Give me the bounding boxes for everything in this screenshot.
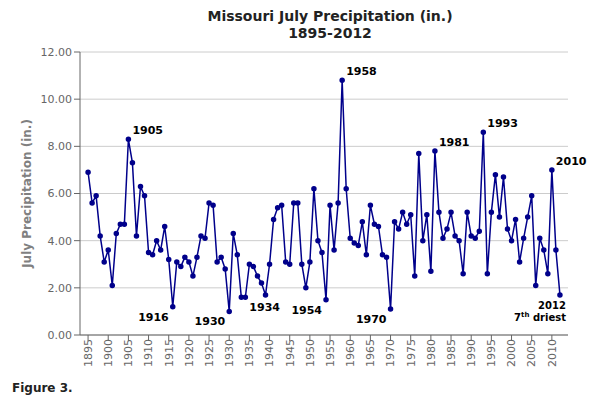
svg-text:10.00: 10.00 <box>41 93 73 106</box>
svg-text:1895: 1895 <box>82 339 95 367</box>
svg-text:0.00: 0.00 <box>48 329 73 342</box>
svg-text:1995: 1995 <box>485 339 498 367</box>
svg-text:1954: 1954 <box>291 304 322 317</box>
svg-text:4.00: 4.00 <box>48 235 73 248</box>
svg-text:1915: 1915 <box>163 339 176 367</box>
html-text:Missouri July Precipitation (i: Missouri July Precipitation (in.) <box>207 8 453 24</box>
svg-text:8.00: 8.00 <box>48 140 73 153</box>
html-text:Figure 3.: Figure 3. <box>12 381 73 395</box>
svg-text:12.00: 12.00 <box>41 46 73 59</box>
svg-text:1935: 1935 <box>243 339 256 367</box>
svg-text:1950: 1950 <box>304 339 317 367</box>
svg-text:1970: 1970 <box>356 313 387 326</box>
svg-text:2010: 2010 <box>556 155 587 168</box>
html-text:1895-2012: 1895-2012 <box>288 25 372 41</box>
svg-text:1993: 1993 <box>487 117 518 130</box>
svg-text:1925: 1925 <box>203 339 216 367</box>
svg-text:1945: 1945 <box>284 339 297 367</box>
svg-text:1955: 1955 <box>324 339 337 367</box>
svg-text:1990: 1990 <box>465 339 478 367</box>
svg-text:1934: 1934 <box>249 301 280 314</box>
svg-text:2000: 2000 <box>505 339 518 367</box>
svg-text:2010: 2010 <box>546 339 559 367</box>
svg-text:1965: 1965 <box>364 339 377 367</box>
svg-text:1905: 1905 <box>132 124 163 137</box>
svg-text:1980: 1980 <box>425 339 438 367</box>
svg-text:1981: 1981 <box>439 136 470 149</box>
svg-text:1916: 1916 <box>138 311 169 324</box>
svg-text:2005: 2005 <box>526 339 539 367</box>
svg-text:6.00: 6.00 <box>48 187 73 200</box>
svg-text:1985: 1985 <box>445 339 458 367</box>
svg-text:July Precipitation (in.): July Precipitation (in.) <box>20 119 34 269</box>
svg-text:1975: 1975 <box>405 339 418 367</box>
svg-text:2012: 2012 <box>538 300 566 311</box>
svg-text:1900: 1900 <box>102 339 115 367</box>
svg-text:7th driest: 7th driest <box>514 311 566 323</box>
svg-text:1930: 1930 <box>195 315 226 328</box>
svg-text:1930: 1930 <box>223 339 236 367</box>
svg-text:1970: 1970 <box>384 339 397 367</box>
svg-text:1910: 1910 <box>142 339 155 367</box>
svg-text:1960: 1960 <box>344 339 357 367</box>
svg-text:2.00: 2.00 <box>48 282 73 295</box>
svg-text:1905: 1905 <box>122 339 135 367</box>
svg-text:1958: 1958 <box>346 65 377 78</box>
svg-text:1920: 1920 <box>183 339 196 367</box>
svg-text:1940: 1940 <box>263 339 276 367</box>
